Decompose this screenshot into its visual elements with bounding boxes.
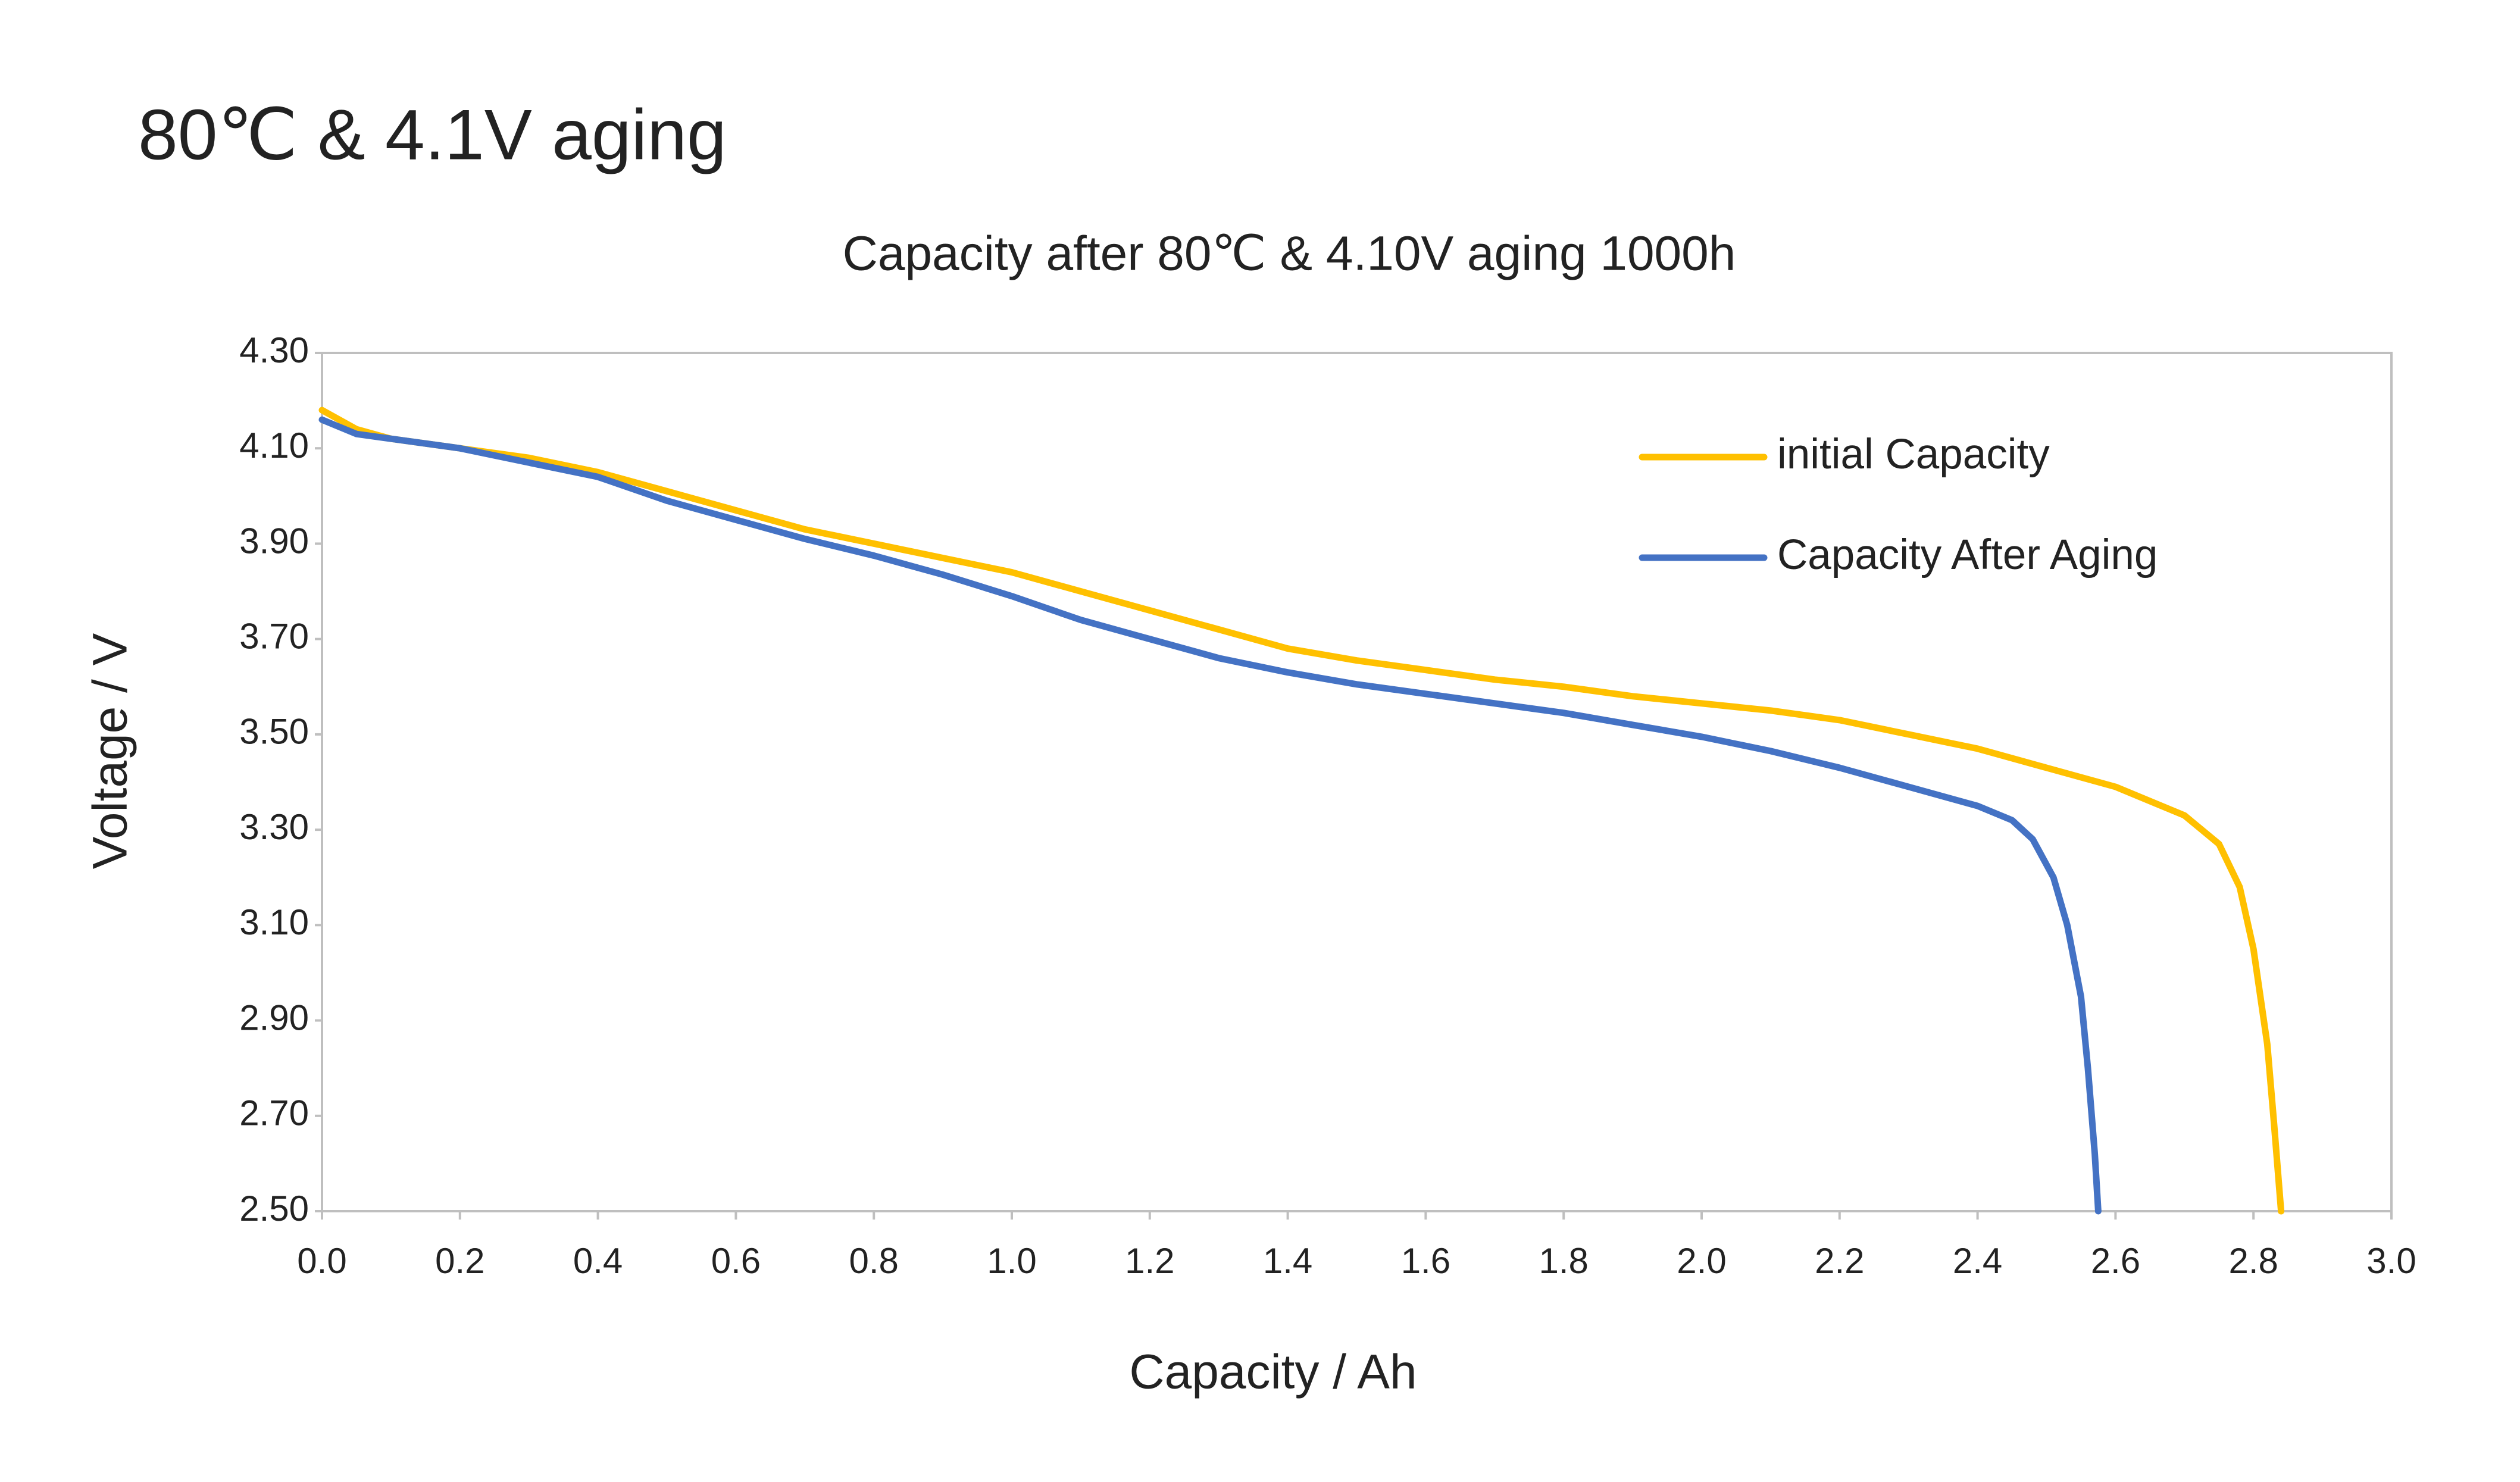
x-tick-label: 1.4 bbox=[1263, 1241, 1312, 1281]
y-tick-label: 2.90 bbox=[239, 998, 309, 1037]
data-line bbox=[318, 407, 2285, 1215]
x-tick-label: 2.6 bbox=[2091, 1241, 2140, 1281]
y-tick-label: 3.70 bbox=[239, 617, 309, 656]
x-tick-label: 2.0 bbox=[1677, 1241, 1726, 1281]
y-tick-label: 2.70 bbox=[239, 1093, 309, 1133]
x-tick-label: 1.2 bbox=[1125, 1241, 1174, 1281]
x-tick-label: 0.4 bbox=[573, 1241, 623, 1281]
data-line bbox=[318, 416, 2102, 1215]
x-tick-label: 1.0 bbox=[987, 1241, 1036, 1281]
x-axis-label: Capacity / Ah bbox=[1129, 1345, 1417, 1399]
x-tick-label: 1.6 bbox=[1401, 1241, 1450, 1281]
y-tick-label: 4.30 bbox=[239, 330, 309, 370]
y-tick-label: 3.50 bbox=[239, 712, 309, 752]
y-tick-label: 4.10 bbox=[239, 426, 309, 465]
y-axis-label: Voltage / V bbox=[83, 633, 137, 869]
x-tick-label: 2.4 bbox=[1953, 1241, 2002, 1281]
x-tick-label: 2.8 bbox=[2228, 1241, 2278, 1281]
x-tick-label: 0.0 bbox=[297, 1241, 346, 1281]
y-tick-label: 3.10 bbox=[239, 902, 309, 942]
chart-title: Capacity after 80℃ & 4.10V aging 1000h bbox=[843, 227, 1736, 281]
x-tick-label: 3.0 bbox=[2366, 1241, 2416, 1281]
page-title: 80℃ & 4.1V aging bbox=[138, 95, 727, 175]
x-tick-label: 0.6 bbox=[711, 1241, 761, 1281]
x-tick-label: 2.2 bbox=[1815, 1241, 1864, 1281]
y-tick-label: 3.90 bbox=[239, 521, 309, 561]
x-tick-label: 1.8 bbox=[1539, 1241, 1588, 1281]
legend-label: initial Capacity bbox=[1777, 431, 2050, 478]
plot-frame bbox=[321, 352, 2393, 1212]
y-tick-label: 3.30 bbox=[239, 807, 309, 847]
y-tick-label: 2.50 bbox=[239, 1189, 309, 1228]
legend-label: Capacity After Aging bbox=[1777, 531, 2158, 579]
x-tick-label: 0.2 bbox=[435, 1241, 484, 1281]
x-tick-label: 0.8 bbox=[849, 1241, 898, 1281]
